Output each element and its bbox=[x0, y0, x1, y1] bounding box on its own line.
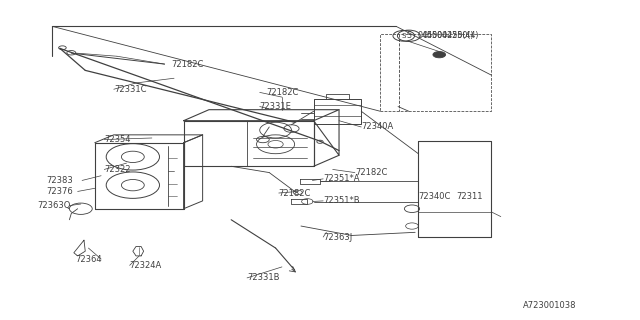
Text: 72331C: 72331C bbox=[114, 85, 147, 94]
Text: 72363Q: 72363Q bbox=[38, 201, 71, 210]
Text: 72311: 72311 bbox=[456, 192, 483, 201]
Text: 72351*B: 72351*B bbox=[323, 196, 360, 205]
Text: 72364: 72364 bbox=[76, 254, 102, 264]
Text: 72324A: 72324A bbox=[130, 261, 162, 270]
Text: S: S bbox=[406, 31, 411, 40]
Text: 72363J: 72363J bbox=[323, 233, 353, 242]
Text: 72331E: 72331E bbox=[260, 102, 292, 111]
Text: 72322: 72322 bbox=[104, 165, 131, 174]
Text: 72340A: 72340A bbox=[361, 123, 394, 132]
Circle shape bbox=[433, 52, 445, 58]
Text: 045004250(4): 045004250(4) bbox=[422, 31, 479, 40]
Text: 72376: 72376 bbox=[46, 187, 73, 196]
Text: 72182C: 72182C bbox=[355, 168, 387, 177]
Text: 72354: 72354 bbox=[104, 135, 131, 144]
Text: 72351*A: 72351*A bbox=[323, 174, 360, 183]
Text: 72383: 72383 bbox=[46, 176, 73, 185]
Text: 72182C: 72182C bbox=[266, 88, 298, 97]
Text: 72182C: 72182C bbox=[279, 188, 311, 197]
Text: 72331B: 72331B bbox=[247, 273, 280, 283]
Text: S: S bbox=[401, 33, 406, 39]
Text: A723001038: A723001038 bbox=[523, 301, 577, 310]
Text: 72340C: 72340C bbox=[419, 192, 451, 201]
Text: 045004250(4): 045004250(4) bbox=[417, 31, 474, 40]
Text: 72182C: 72182C bbox=[171, 60, 204, 68]
